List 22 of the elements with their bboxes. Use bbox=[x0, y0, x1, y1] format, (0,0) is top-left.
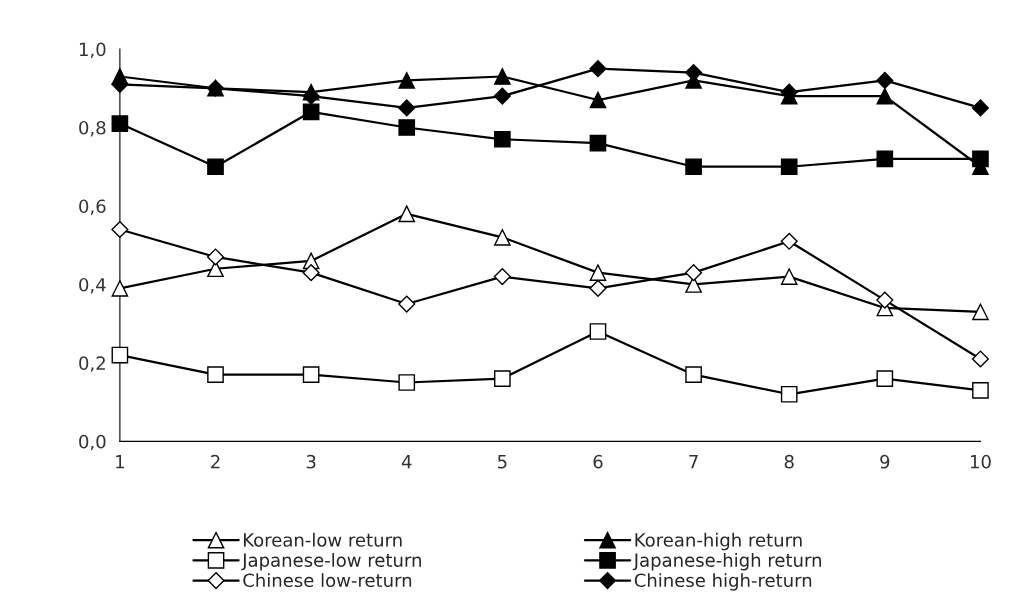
legend-label: Korean-low return bbox=[243, 532, 402, 547]
x-tick-label: 8 bbox=[784, 454, 794, 469]
legend-label: Korean-high return bbox=[635, 532, 802, 551]
y-tick-label: 0,8 bbox=[79, 120, 106, 137]
x-tick-label: 9 bbox=[880, 454, 890, 469]
legend-label: Chinese low-return bbox=[243, 573, 412, 588]
y-tick-label: 0,4 bbox=[79, 277, 106, 294]
legend-label: Japanese-high return bbox=[632, 552, 821, 571]
y-tick-label: 0,6 bbox=[79, 199, 106, 215]
legend-label: Chinese high-return bbox=[634, 573, 812, 591]
x-tick-label: 2 bbox=[211, 454, 220, 469]
x-tick-label: 3 bbox=[306, 454, 316, 469]
y-tick-label: 0,0 bbox=[79, 434, 106, 451]
y-tick-label: 0,2 bbox=[79, 356, 105, 372]
x-tick-label: 1 bbox=[116, 455, 124, 469]
x-tick-label: 6 bbox=[593, 454, 603, 469]
legend-label: Japanese-low return bbox=[241, 552, 421, 571]
x-tick-label: 4 bbox=[401, 455, 412, 469]
x-tick-label: 5 bbox=[498, 455, 507, 469]
x-tick-label: 7 bbox=[689, 455, 698, 469]
y-tick-label: 1,0 bbox=[79, 42, 106, 58]
x-tick-label: 10 bbox=[970, 454, 991, 469]
